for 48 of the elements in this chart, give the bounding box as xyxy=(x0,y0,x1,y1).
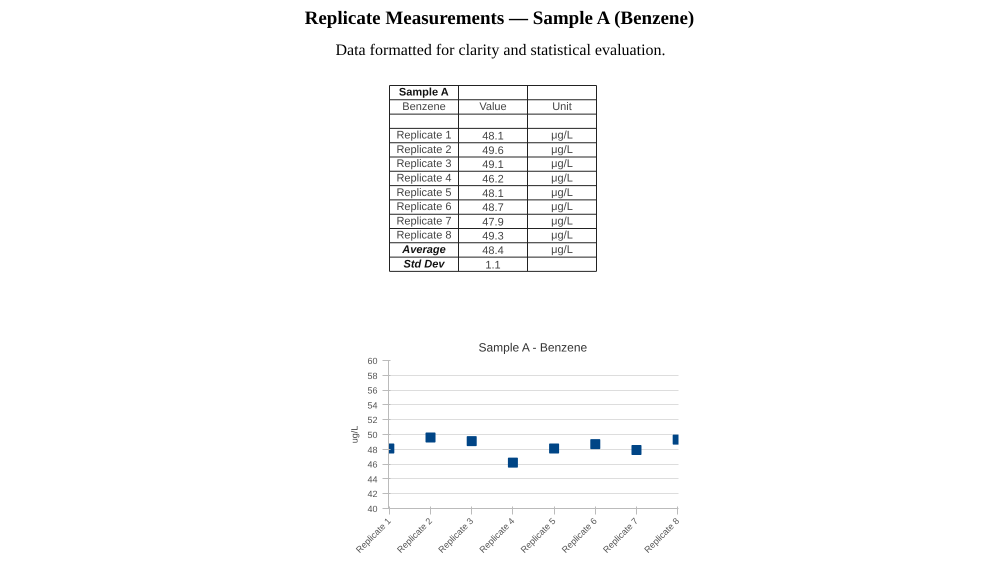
category-label: Replicate 3 xyxy=(396,158,452,170)
text: 49.6 xyxy=(482,144,504,157)
text: 49.3 xyxy=(482,230,504,243)
text: 48.1 xyxy=(482,188,504,200)
category-label: Replicate 2 xyxy=(396,144,452,156)
text: μg/L xyxy=(551,172,573,184)
text: 1.1 xyxy=(485,259,501,272)
category-label: Replicate 7 xyxy=(396,215,452,228)
y-tick-label: 60 xyxy=(367,356,378,366)
y-tick-label: 48 xyxy=(367,444,378,455)
y-tick-label: 46 xyxy=(367,460,378,470)
y-axis-title: ug/L xyxy=(349,426,360,444)
text: μg/L xyxy=(551,215,573,228)
y-tick-label: 54 xyxy=(367,400,378,410)
y-tick-label: 58 xyxy=(367,370,378,381)
text: μg/L xyxy=(551,244,573,256)
text: 48.7 xyxy=(482,202,504,214)
text: 48.1 xyxy=(482,130,504,143)
category-label: Replicate 1 xyxy=(396,130,452,142)
text: μg/L xyxy=(551,158,573,170)
text: Benzene xyxy=(402,100,446,113)
y-tick-label: 40 xyxy=(367,504,378,514)
category-label: Replicate 4 xyxy=(396,172,452,184)
text: 49.1 xyxy=(482,159,504,172)
text: μg/L xyxy=(551,201,573,214)
text: Average xyxy=(401,244,446,256)
y-tick-label: 44 xyxy=(367,474,378,484)
text: 47.9 xyxy=(482,216,504,228)
category-label: Replicate 5 xyxy=(396,186,452,199)
y-tick-label: 56 xyxy=(367,386,378,396)
y-tick-label: 50 xyxy=(367,430,378,440)
text: Sample A xyxy=(398,86,449,99)
category-label: Replicate 8 xyxy=(396,230,452,242)
text: Std Dev xyxy=(404,258,446,270)
text: Value xyxy=(479,100,507,113)
text: 48.4 xyxy=(482,244,504,257)
chart-subtitle: Data formatted for clarity and statistical evaluation. xyxy=(335,42,666,59)
text: μg/L xyxy=(551,130,573,142)
text: μg/L xyxy=(551,230,573,242)
text: Unit xyxy=(552,100,572,113)
text: μg/L xyxy=(551,144,573,156)
text: μg/L xyxy=(551,186,573,199)
text: 46.2 xyxy=(482,173,504,186)
text: Sample A - Benzene xyxy=(478,340,588,354)
chart-title: Replicate Measurements — Sample A (Benzene) xyxy=(304,8,694,29)
y-tick-label: 42 xyxy=(367,489,378,500)
y-tick-label: 52 xyxy=(367,415,378,426)
category-label: Replicate 6 xyxy=(396,201,452,214)
